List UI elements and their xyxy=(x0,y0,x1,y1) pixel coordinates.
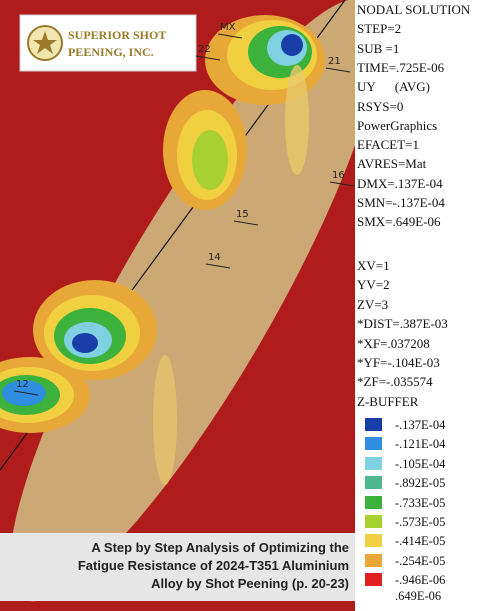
caption-line: Fatigue Resistance of 2024-T351 Aluminiu… xyxy=(0,557,355,575)
legend-label: -.121E-04 xyxy=(395,437,445,451)
info-line: *XF=.037208 xyxy=(357,336,430,352)
page: SUPERIOR SHOT PEENING, INC. MX 22 21 16 15 14 12… xyxy=(0,0,484,611)
info-line: *DIST=.387E-03 xyxy=(357,316,448,332)
caption-line: Alloy by Shot Peening (p. 20-23) xyxy=(0,575,355,593)
caption-box: A Step by Step Analysis of Optimizing th… xyxy=(0,533,355,601)
info-line: UY (AVG) xyxy=(357,79,430,95)
node-label: 21 xyxy=(328,56,341,67)
node-label: 12 xyxy=(16,379,29,390)
legend-swatch xyxy=(365,534,382,547)
contour-plot: SUPERIOR SHOT PEENING, INC. MX 22 21 16 15 14 12 xyxy=(0,0,355,611)
caption-text-block: A Step by Step Analysis of Optimizing th… xyxy=(0,533,355,593)
node-label: 15 xyxy=(236,209,249,220)
legend-swatch xyxy=(365,554,382,567)
info-line: PowerGraphics xyxy=(357,118,437,134)
caption-line: A Step by Step Analysis of Optimizing th… xyxy=(0,539,355,557)
legend-label: -.946E-06 xyxy=(395,573,445,587)
legend-label: -.105E-04 xyxy=(395,457,445,471)
logo-text: PEENING, INC. xyxy=(68,45,154,59)
info-line: TIME=.725E-06 xyxy=(357,60,444,76)
info-line: SMX=.649E-06 xyxy=(357,214,441,230)
legend-label: -.254E-05 xyxy=(395,554,445,568)
info-line: RSYS=0 xyxy=(357,99,403,115)
info-line: SUB =1 xyxy=(357,41,399,57)
legend-label: .649E-06 xyxy=(395,589,441,603)
legend-label: -.573E-05 xyxy=(395,515,445,529)
logo-text: SUPERIOR SHOT xyxy=(68,28,166,42)
info-line: YV=2 xyxy=(357,277,390,293)
info-line: *YF=-.104E-03 xyxy=(357,355,440,371)
legend-swatch xyxy=(365,457,382,470)
info-line: DMX=.137E-04 xyxy=(357,176,443,192)
info-line: Z-BUFFER xyxy=(357,394,418,410)
legend-swatch xyxy=(365,437,382,450)
info-line: EFACET=1 xyxy=(357,137,419,153)
legend-swatch xyxy=(365,573,382,586)
legend-swatch xyxy=(365,418,382,431)
info-line: ZV=3 xyxy=(357,297,388,313)
legend-swatch xyxy=(365,476,382,489)
legend-swatch xyxy=(365,496,382,509)
node-label: 16 xyxy=(332,170,345,181)
legend-label: -.892E-05 xyxy=(395,476,445,490)
legend-label: -.414E-05 xyxy=(395,534,445,548)
info-line: AVRES=Mat xyxy=(357,156,426,172)
node-label: 14 xyxy=(208,252,221,263)
legend-swatch xyxy=(365,515,382,528)
legend-label: -.733E-05 xyxy=(395,496,445,510)
node-label: MX xyxy=(220,22,236,33)
info-line: STEP=2 xyxy=(357,21,401,37)
info-line: SMN=-.137E-04 xyxy=(357,195,445,211)
info-line: NODAL SOLUTION xyxy=(357,2,470,18)
info-panel: NODAL SOLUTION STEP=2 SUB =1 TIME=.725E-06 U… xyxy=(355,0,484,611)
legend-label: -.137E-04 xyxy=(395,418,445,432)
info-line: *ZF=-.035574 xyxy=(357,374,433,390)
info-line: XV=1 xyxy=(357,258,390,274)
node-label: 22 xyxy=(198,44,211,55)
